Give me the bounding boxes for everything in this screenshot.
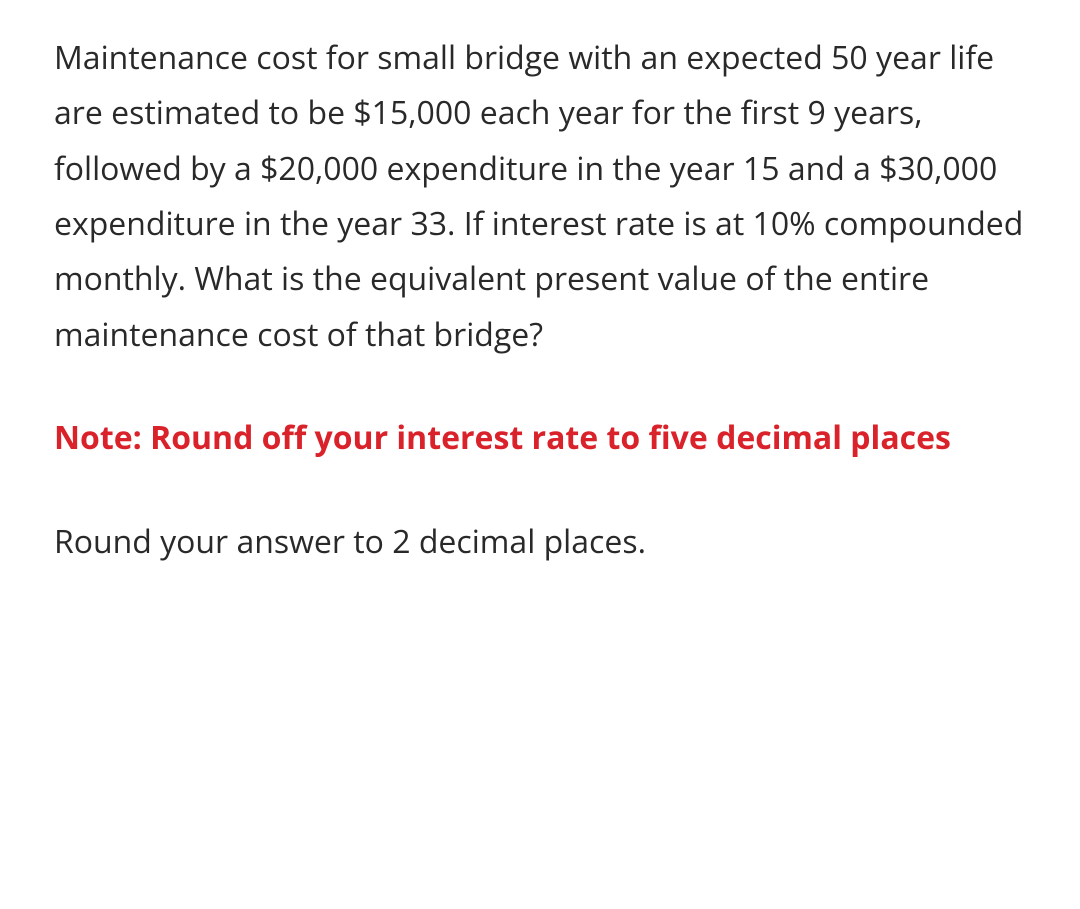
question-instruction: Round your answer to 2 decimal places. bbox=[54, 514, 1026, 569]
question-note: Note: Round off your interest rate to fi… bbox=[54, 410, 1026, 465]
question-body: Maintenance cost for small bridge with a… bbox=[54, 30, 1026, 362]
